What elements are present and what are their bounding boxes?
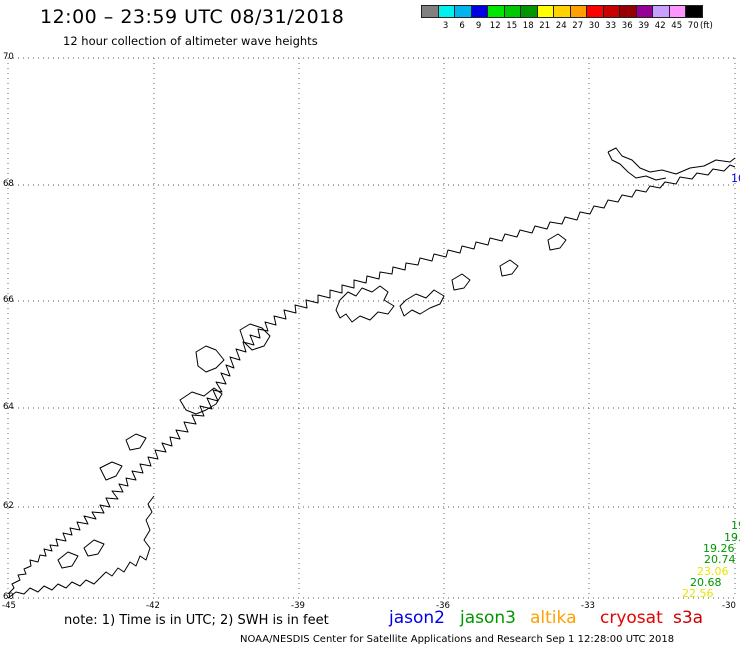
wave-height-value: 19.	[724, 531, 740, 544]
color-scale-legend	[421, 5, 703, 18]
wave-height-value: 22.56	[682, 587, 714, 600]
color-scale-label: 15	[506, 21, 518, 31]
color-scale-label: 30	[588, 21, 600, 31]
lon-label-neg39: -39	[291, 601, 305, 611]
color-scale-label: 36	[621, 21, 633, 31]
lat-label-64: 64	[3, 402, 14, 412]
color-scale-label: 45	[671, 21, 683, 31]
color-scale-label: 70	[687, 21, 699, 31]
map-grid	[7, 57, 736, 599]
lon-label-neg30: -30	[722, 601, 736, 611]
lon-label-neg45: -45	[2, 601, 16, 611]
satellite-legend-jason3: jason3	[460, 608, 516, 628]
lon-label-neg42: -42	[146, 601, 160, 611]
satellite-legend-cryosat: cryosat	[600, 608, 663, 628]
wave-height-value: 23.06	[697, 565, 729, 578]
color-swatch	[685, 5, 703, 18]
lat-label-66: 66	[3, 295, 14, 305]
color-scale-label: 18	[522, 21, 534, 31]
wave-height-value: 19	[731, 519, 740, 532]
color-scale-label: 3	[442, 21, 449, 31]
credit-line: NOAA/NESDIS Center for Satellite Applica…	[240, 634, 675, 645]
color-scale-label: 21	[539, 21, 551, 31]
color-scale-label: 33	[605, 21, 617, 31]
lon-label-neg36: -36	[436, 601, 450, 611]
satellite-legend-jason2: jason2	[389, 608, 445, 628]
color-scale-label: 12	[489, 21, 501, 31]
wave-height-value: 20.68	[690, 576, 722, 589]
map-subtitle: 12 hour collection of altimeter wave hei…	[63, 34, 318, 48]
wave-height-value: 19.26	[703, 542, 735, 555]
satellite-legend-s3a: s3a	[673, 608, 704, 628]
color-scale-label: 42	[654, 21, 666, 31]
color-scale-label: 9	[475, 21, 482, 31]
wave-height-value: 20.74	[704, 553, 736, 566]
color-scale-label: 39	[638, 21, 650, 31]
color-scale-labels: 3 6 9 12 15 18 21 24 27 30 33 36 39 42 45 70	[421, 21, 740, 33]
color-scale-unit: (ft)	[700, 21, 713, 31]
map-title: 12:00 – 23:59 UTC 08/31/2018	[40, 6, 345, 28]
satellite-legend-altika: altika	[530, 608, 577, 628]
greenland-coastline	[7, 147, 736, 599]
color-scale-label: 27	[572, 21, 584, 31]
wave-height-value: 10	[731, 172, 740, 185]
color-scale-label: 6	[459, 21, 465, 31]
lon-label-neg33: -33	[581, 601, 595, 611]
color-scale-label: 24	[555, 21, 567, 31]
lat-label-70: 70	[3, 52, 14, 62]
lat-label-68: 68	[3, 179, 14, 189]
lat-label-60: 60	[3, 592, 14, 602]
lat-label-62: 62	[3, 501, 14, 511]
footer-note: note: 1) Time is in UTC; 2) SWH is in fe…	[64, 613, 329, 628]
